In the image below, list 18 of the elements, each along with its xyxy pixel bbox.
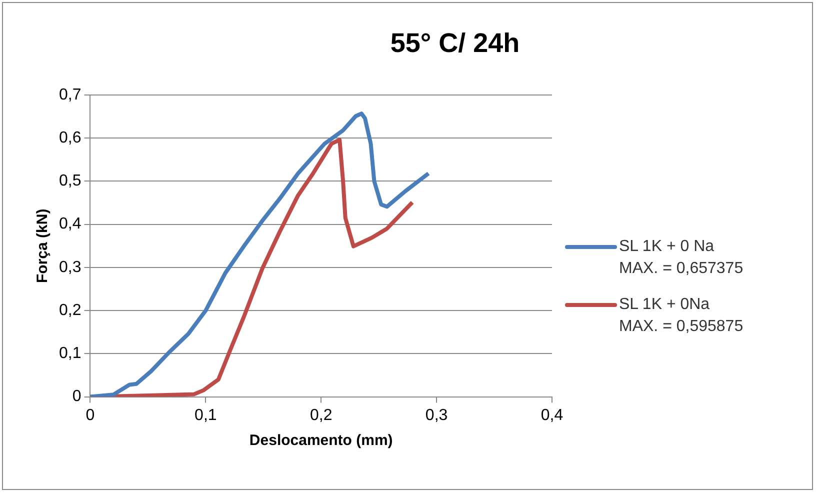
y-tick-label: 0,3 <box>58 258 82 276</box>
y-tick-label: 0,4 <box>58 216 82 233</box>
y-axis-title: Força (kN) <box>34 208 52 283</box>
legend-label: SL 1K + 0Na MAX. = 0,595875 <box>619 295 744 337</box>
y-tick-label: 0,6 <box>58 130 82 147</box>
legend-label: SL 1K + 0 Na MAX. = 0,657375 <box>619 237 744 279</box>
x-tick-label: 0,1 <box>194 406 217 424</box>
x-tick-label: 0 <box>86 406 95 424</box>
y-tick-label: 0,1 <box>58 345 82 362</box>
y-tick-label: 0,5 <box>58 172 82 190</box>
x-tick-label: 0,2 <box>310 406 332 424</box>
x-axis-title: Deslocamento (mm) <box>249 432 393 450</box>
x-tick-label: 0,4 <box>540 406 564 424</box>
chart-title: 55° C/ 24h <box>389 28 521 59</box>
y-tick-label: 0,7 <box>58 86 82 104</box>
x-tick-label: 0,3 <box>425 406 448 424</box>
y-tick-label: 0,2 <box>58 302 82 319</box>
y-tick-label: 0 <box>72 388 82 406</box>
